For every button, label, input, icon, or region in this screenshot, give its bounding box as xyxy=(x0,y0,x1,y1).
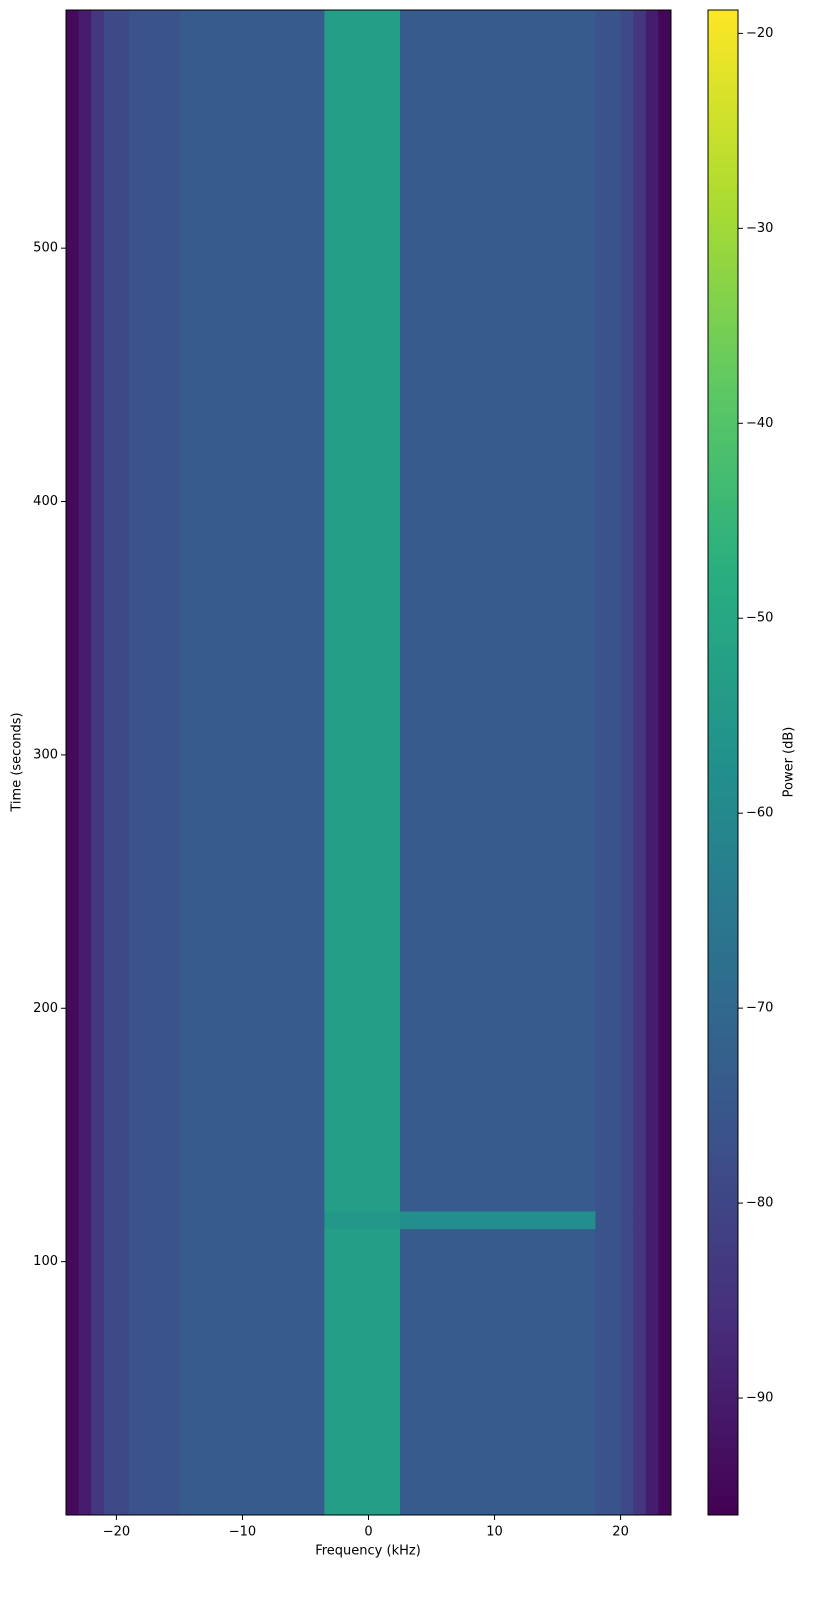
heatmap-cell xyxy=(78,1210,92,1230)
heatmap-cell xyxy=(633,1228,647,1516)
heatmap-cell xyxy=(633,1210,647,1230)
heatmap-cell xyxy=(179,10,325,1212)
y-tick-label: 400 xyxy=(33,494,58,509)
heatmap-cell xyxy=(658,1210,672,1230)
heatmap-cell xyxy=(595,10,622,1212)
heatmap-cell xyxy=(658,10,672,1212)
colorbar-tick-label: −70 xyxy=(746,1001,773,1016)
y-axis-label: Time (seconds) xyxy=(10,712,25,812)
heatmap-cell xyxy=(400,1228,596,1516)
heatmap-cell xyxy=(620,1210,634,1230)
heatmap-cell xyxy=(400,10,596,1212)
y-tick-label: 500 xyxy=(33,241,58,256)
heatmap-cell xyxy=(129,1210,180,1230)
heatmap-cell xyxy=(179,1228,325,1516)
colorbar-tick-label: −20 xyxy=(746,26,773,41)
x-tick-label: 0 xyxy=(364,1525,372,1540)
colorbar-tick-label: −90 xyxy=(746,1391,773,1406)
colorbar-tick-label: −40 xyxy=(746,416,773,431)
heatmap-cell xyxy=(91,1228,105,1516)
colorbar-label: Power (dB) xyxy=(782,727,797,798)
heatmap-cell xyxy=(91,10,105,1212)
heatmap-cell xyxy=(129,1228,180,1516)
heatmap-cell xyxy=(633,10,647,1212)
x-axis-label: Frequency (kHz) xyxy=(315,1544,421,1559)
heatmap-cell xyxy=(620,1228,634,1516)
y-tick-label: 300 xyxy=(33,747,58,762)
heatmap-cell xyxy=(78,1228,92,1516)
heatmap-cell xyxy=(179,1210,325,1230)
colorbar-tick-label: −80 xyxy=(746,1196,773,1211)
y-tick-label: 100 xyxy=(33,1254,58,1269)
heatmap-cell xyxy=(645,1228,659,1516)
heatmap-cell xyxy=(129,10,180,1212)
heatmap-cell xyxy=(400,1210,596,1230)
x-tick-label: 20 xyxy=(612,1525,629,1540)
x-tick-label: −20 xyxy=(103,1525,130,1540)
heatmap-cell xyxy=(66,1228,80,1516)
heatmap-cell xyxy=(78,10,92,1212)
heatmap-cell xyxy=(324,1228,401,1516)
x-tick-label: 10 xyxy=(486,1525,503,1540)
heatmap-cell xyxy=(103,10,130,1212)
x-tick-label: −10 xyxy=(229,1525,256,1540)
heatmap-cell xyxy=(103,1210,130,1230)
heatmap-cell xyxy=(620,10,634,1212)
heatmap-cell xyxy=(658,1228,672,1516)
colorbar-tick-label: −30 xyxy=(746,221,773,236)
heatmap-cell xyxy=(66,1210,80,1230)
y-tick-label: 200 xyxy=(33,1001,58,1016)
heatmap xyxy=(66,10,672,1516)
heatmap-cell xyxy=(645,1210,659,1230)
colorbar-tick-label: −50 xyxy=(746,611,773,626)
colorbar xyxy=(707,9,739,1516)
heatmap-cell xyxy=(103,1228,130,1516)
heatmap-cell xyxy=(645,10,659,1212)
heatmap-cell xyxy=(595,1228,622,1516)
heatmap-cell xyxy=(324,10,401,1212)
colorbar-tick-label: −60 xyxy=(746,806,773,821)
heatmap-cell xyxy=(595,1210,622,1230)
heatmap-cell xyxy=(324,1210,401,1230)
heatmap-cell xyxy=(66,10,80,1212)
heatmap-cell xyxy=(91,1210,105,1230)
